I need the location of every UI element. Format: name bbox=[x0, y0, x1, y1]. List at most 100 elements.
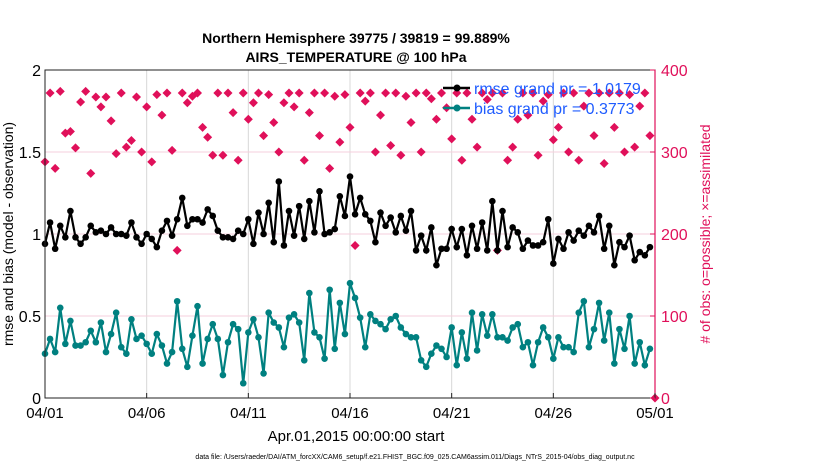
obs-count-marker bbox=[376, 110, 385, 120]
y-tick-label: 1.5 bbox=[19, 145, 41, 162]
y-right-tick-label: 400 bbox=[661, 63, 688, 80]
y-axis-right-label: # of obs: o=possible; ×=assimilated bbox=[697, 124, 713, 343]
obs-count-marker bbox=[574, 155, 584, 165]
rmse-point bbox=[306, 197, 313, 205]
bias-point bbox=[636, 338, 644, 346]
obs-count-marker bbox=[284, 88, 294, 98]
obs-count-marker bbox=[269, 117, 279, 127]
obs-count-marker bbox=[106, 116, 116, 126]
obs-count-marker bbox=[401, 91, 411, 101]
bias-point bbox=[133, 335, 140, 343]
obs-count-marker bbox=[223, 88, 233, 98]
rmse-point bbox=[616, 238, 623, 246]
bias-point bbox=[62, 340, 69, 348]
obs-count-marker bbox=[620, 147, 629, 157]
bias-point bbox=[478, 311, 486, 318]
rmse-point bbox=[550, 260, 557, 267]
rmse-point bbox=[422, 247, 430, 254]
legend-rmse-marker bbox=[453, 84, 461, 92]
bias-point bbox=[641, 361, 649, 369]
rmse-point bbox=[636, 248, 644, 256]
rmse-point bbox=[392, 229, 400, 236]
obs-count-marker bbox=[264, 90, 274, 100]
bias-point bbox=[214, 335, 222, 343]
rmse-point bbox=[494, 247, 501, 254]
rmse-point bbox=[311, 229, 318, 236]
obs-count-marker bbox=[406, 117, 416, 127]
rmse-point bbox=[529, 242, 537, 249]
rmse-point bbox=[544, 215, 552, 223]
bias-point bbox=[631, 360, 638, 367]
bias-point bbox=[616, 325, 623, 333]
rmse-point bbox=[82, 233, 89, 241]
y-right-tick-label: 200 bbox=[661, 227, 688, 244]
rmse-point bbox=[646, 243, 654, 251]
rmse-point bbox=[407, 207, 415, 215]
rmse-point bbox=[204, 206, 211, 213]
obs-count-marker bbox=[304, 108, 314, 118]
rmse-point bbox=[153, 243, 161, 251]
obs-count-marker bbox=[65, 127, 75, 136]
bias-point bbox=[143, 340, 150, 348]
bias-point bbox=[300, 356, 308, 364]
obs-count-marker bbox=[538, 96, 548, 106]
bias-point bbox=[336, 299, 344, 307]
bias-point bbox=[473, 347, 481, 354]
obs-count-marker bbox=[426, 94, 436, 104]
bias-point bbox=[367, 311, 374, 318]
obs-count-marker bbox=[152, 90, 162, 100]
obs-count-marker bbox=[259, 131, 269, 141]
rmse-point bbox=[97, 227, 105, 235]
y-tick-label: 0.5 bbox=[19, 309, 41, 326]
obs-count-marker bbox=[518, 88, 528, 98]
bias-point bbox=[173, 297, 181, 305]
bias-point bbox=[361, 343, 369, 351]
y-right-tick-label: 300 bbox=[661, 145, 688, 162]
rmse-point bbox=[351, 211, 359, 218]
rmse-point bbox=[341, 212, 349, 220]
obs-count-marker bbox=[477, 88, 487, 98]
bias-point bbox=[72, 342, 79, 349]
bias-point bbox=[331, 345, 339, 353]
rmse-point bbox=[473, 245, 481, 253]
bias-point bbox=[529, 361, 537, 369]
obs-count-marker bbox=[503, 155, 513, 165]
obs-count-marker bbox=[345, 122, 355, 132]
obs-count-marker bbox=[614, 88, 624, 98]
rmse-point bbox=[595, 212, 603, 220]
obs-count-marker bbox=[447, 134, 457, 144]
rmse-point bbox=[417, 232, 425, 239]
bias-point bbox=[433, 342, 440, 349]
x-tick-label: 04/11 bbox=[230, 405, 266, 422]
series-layer bbox=[40, 86, 660, 403]
bias-point bbox=[422, 363, 430, 371]
bias-point bbox=[621, 345, 628, 353]
rmse-point bbox=[448, 225, 455, 233]
rmse-point bbox=[514, 229, 522, 236]
rmse-point bbox=[224, 233, 232, 241]
obs-count-marker bbox=[294, 88, 304, 98]
bias-point bbox=[382, 325, 389, 333]
bias-point bbox=[504, 337, 511, 344]
obs-count-marker bbox=[365, 88, 375, 98]
bias-point bbox=[519, 343, 527, 351]
rmse-point bbox=[621, 243, 628, 251]
rmse-point bbox=[626, 232, 633, 239]
obs-count-marker bbox=[548, 135, 558, 145]
rmse-point bbox=[611, 261, 618, 269]
bias-point bbox=[204, 335, 211, 343]
rmse-point bbox=[143, 230, 150, 238]
bias-point bbox=[158, 342, 166, 349]
bias-point bbox=[489, 311, 496, 318]
bias-point bbox=[189, 332, 196, 339]
obs-count-marker bbox=[177, 88, 187, 98]
x-tick-label: 05/01 bbox=[636, 405, 674, 422]
y-axis-label: rmse and bias (model - observation) bbox=[0, 122, 16, 346]
rmse-point bbox=[580, 232, 588, 239]
obs-count-marker bbox=[243, 114, 253, 124]
bias-point bbox=[499, 334, 506, 341]
x-tick-label: 04/26 bbox=[535, 405, 573, 422]
bias-point bbox=[534, 338, 542, 346]
obs-count-marker bbox=[625, 90, 635, 100]
rmse-point bbox=[112, 230, 120, 238]
